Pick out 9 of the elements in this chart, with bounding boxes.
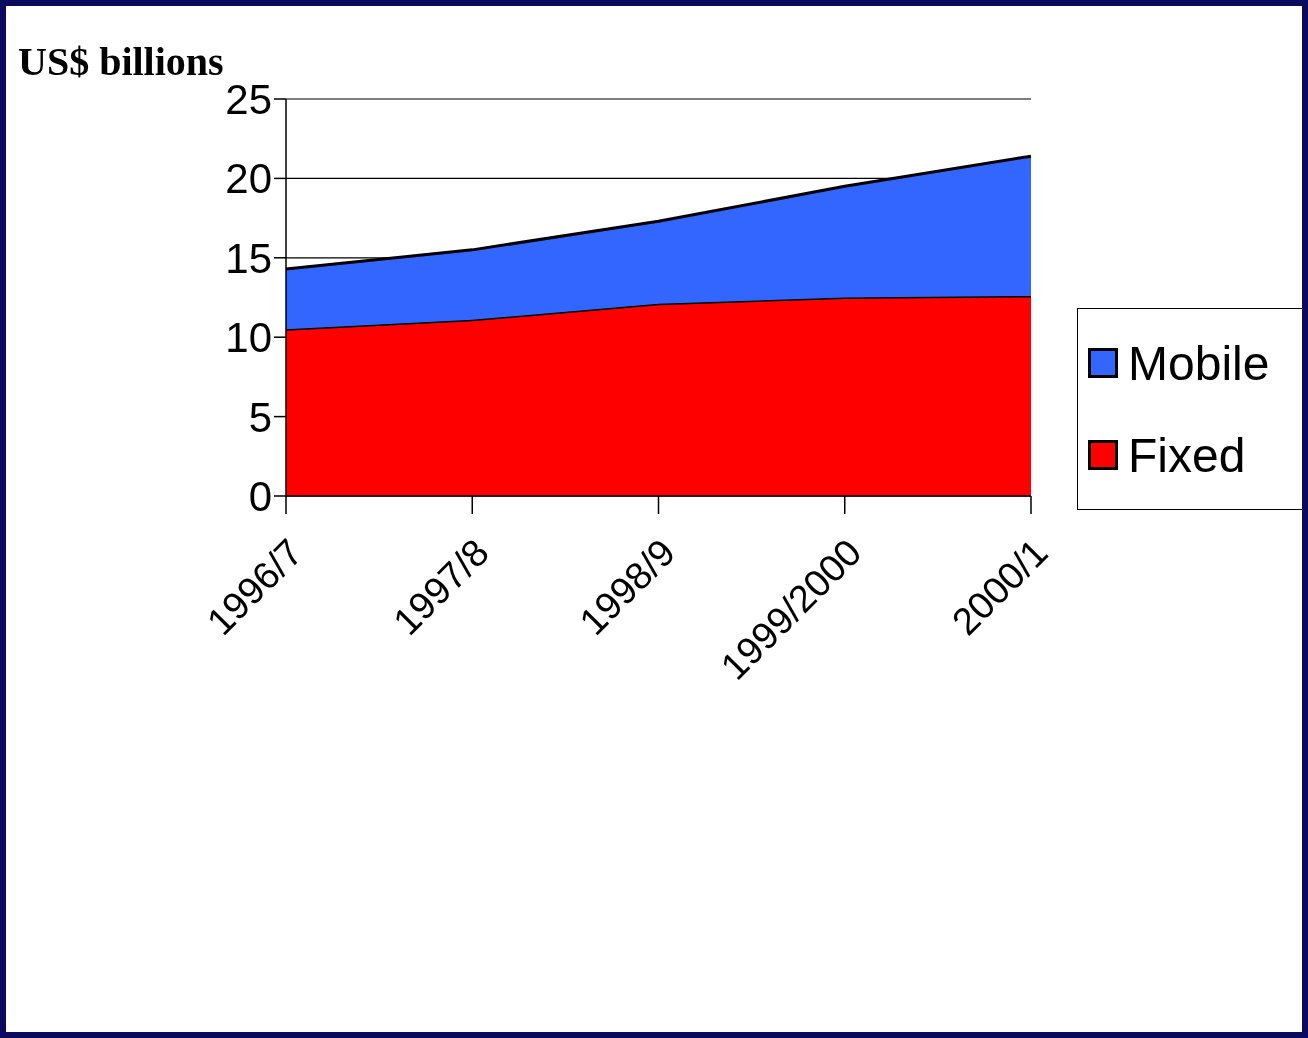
y-tick-label: 0 bbox=[248, 472, 272, 520]
y-axis-title: US$ billions bbox=[18, 39, 224, 84]
y-tick-label: 10 bbox=[225, 314, 272, 362]
y-tick-label: 5 bbox=[248, 393, 272, 441]
legend-label: Fixed bbox=[1128, 427, 1246, 483]
legend-label: Mobile bbox=[1128, 335, 1270, 391]
y-tick-label: 20 bbox=[225, 155, 272, 203]
y-tick-label: 25 bbox=[225, 75, 272, 123]
y-tick-label: 15 bbox=[225, 234, 272, 282]
